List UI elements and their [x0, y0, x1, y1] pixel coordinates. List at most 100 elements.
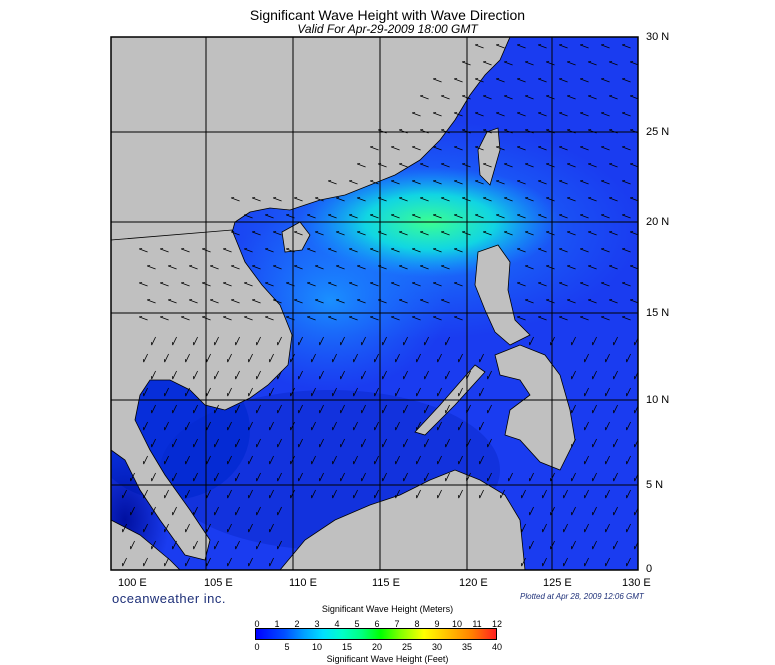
- colorbar-tick-feet: 20: [371, 642, 382, 652]
- wave-arrow: [432, 282, 442, 287]
- wave-arrow: [419, 231, 429, 236]
- wave-arrow: [256, 506, 261, 516]
- lon-label: 125 E: [543, 577, 572, 589]
- wave-arrow: [398, 163, 408, 168]
- wave-arrow: [356, 163, 366, 168]
- wave-arrow: [269, 421, 274, 431]
- wave-arrow: [159, 282, 169, 287]
- wave-arrow: [356, 197, 366, 202]
- wave-arrow: [311, 489, 316, 499]
- wave-arrow: [193, 336, 198, 346]
- wave-arrow: [298, 472, 303, 482]
- wave-arrow: [319, 370, 324, 380]
- wave-arrow: [482, 95, 492, 100]
- wave-arrow: [626, 387, 631, 397]
- wave-arrow: [495, 44, 505, 49]
- wave-arrow: [172, 506, 177, 516]
- wave-arrow: [537, 248, 547, 253]
- wave-arrow: [613, 336, 618, 346]
- wave-arrow: [172, 438, 177, 448]
- wave-arrow: [227, 421, 232, 431]
- colorbar-tick-meters: 9: [434, 619, 440, 629]
- wave-arrow: [453, 316, 463, 321]
- wave-arrow: [571, 438, 576, 448]
- wave-arrow: [340, 404, 345, 414]
- colorbar-tick-meters: 5: [354, 619, 360, 629]
- wave-arrow: [230, 299, 240, 304]
- wave-arrow: [453, 78, 463, 83]
- wave-arrow: [398, 197, 408, 202]
- wave-arrow: [621, 282, 631, 287]
- wave-arrow: [563, 557, 568, 567]
- land-borneo: [279, 469, 526, 570]
- wave-arrow: [500, 489, 505, 499]
- map-title: Significant Wave Height with Wave Direct…: [249, 7, 526, 23]
- wave-arrow: [440, 231, 450, 236]
- wave-arrow: [487, 472, 492, 482]
- wave-arrow: [474, 78, 484, 83]
- wave-arrow: [440, 163, 450, 168]
- wave-arrow: [440, 129, 450, 134]
- wave-arrow: [206, 455, 211, 465]
- wave-arrow: [613, 404, 618, 414]
- wave-arrow: [458, 387, 463, 397]
- wave-arrow: [579, 214, 589, 219]
- wave-arrow: [151, 370, 156, 380]
- wave-arrow: [487, 438, 492, 448]
- wave-arrow: [251, 265, 261, 270]
- wave-arrow: [621, 214, 631, 219]
- wave-arrow: [584, 387, 589, 397]
- wave-arrow: [537, 316, 547, 321]
- wave-arrow: [264, 316, 274, 321]
- colorbar-tick-feet: 10: [311, 642, 322, 652]
- wave-arrow: [293, 265, 303, 270]
- wave-arrow: [164, 387, 169, 397]
- wave-arrow: [608, 129, 618, 134]
- wave-arrow: [419, 197, 429, 202]
- wave-arrow: [584, 455, 589, 465]
- wave-arrow: [411, 316, 421, 321]
- wave-arrow: [479, 421, 484, 431]
- wave-arrow: [185, 557, 190, 567]
- wave-arrow: [466, 438, 471, 448]
- wave-arrow: [605, 489, 610, 499]
- wave-arrow: [222, 316, 232, 321]
- wave-arrow: [605, 387, 610, 397]
- wave-arrow: [445, 336, 450, 346]
- wave-arrow: [579, 78, 589, 83]
- wave-arrow: [248, 387, 253, 397]
- wave-height-map: [110, 36, 639, 571]
- land-taiwan: [477, 127, 501, 186]
- wave-arrow: [143, 387, 148, 397]
- wave-arrow: [584, 523, 589, 533]
- wave-arrow: [403, 336, 408, 346]
- land-sumatra: [111, 519, 181, 570]
- wave-arrow: [193, 404, 198, 414]
- wave-arrow: [214, 540, 219, 550]
- wave-arrow: [327, 316, 337, 321]
- wave-arrow: [235, 472, 240, 482]
- wave-arrow: [521, 557, 526, 567]
- wave-arrow: [437, 421, 442, 431]
- wave-arrow: [298, 336, 303, 346]
- wave-height-colorbar: [255, 628, 497, 640]
- wave-arrow: [306, 282, 316, 287]
- wave-arrow: [230, 231, 240, 236]
- wave-arrow: [269, 353, 274, 363]
- wave-arrow: [361, 438, 366, 448]
- wave-arrow: [629, 299, 638, 304]
- wave-arrow: [458, 489, 463, 499]
- wave-arrow: [214, 438, 219, 448]
- wave-arrow: [550, 336, 555, 346]
- wave-arrow: [474, 146, 484, 151]
- colorbar-title-meters: Significant Wave Height (Meters): [321, 604, 454, 614]
- wave-arrow: [587, 61, 597, 66]
- wave-arrow: [293, 197, 303, 202]
- wave-arrow: [419, 129, 429, 134]
- wave-arrow: [600, 282, 610, 287]
- wave-arrow: [164, 557, 169, 567]
- wave-arrow: [151, 336, 156, 346]
- wave-arrow: [235, 336, 240, 346]
- wave-arrow: [558, 282, 568, 287]
- wave-arrow: [453, 180, 463, 185]
